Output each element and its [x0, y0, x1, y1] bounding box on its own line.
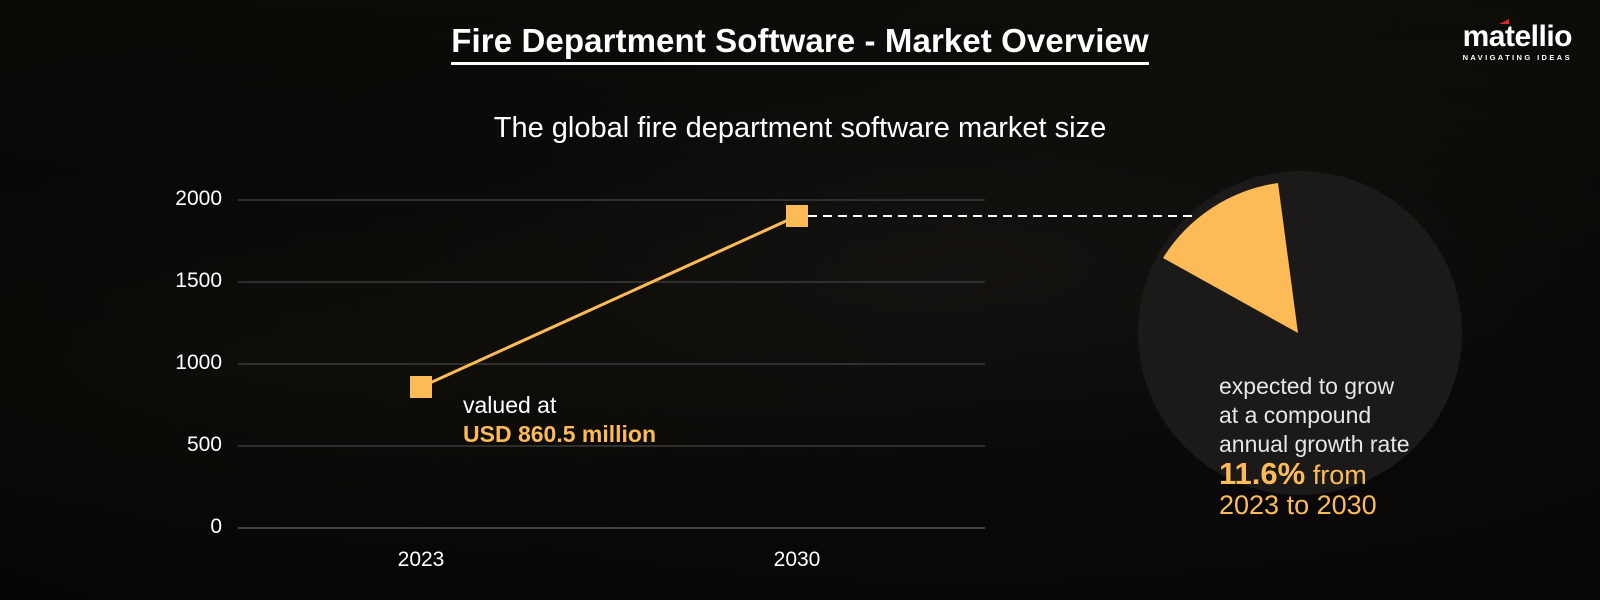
marker-2023 — [410, 376, 432, 398]
growth-line-3: annual growth rate — [1219, 431, 1410, 457]
series-line — [420, 214, 798, 389]
brand-logo: matellio NAVIGATING IDEAS — [1462, 19, 1572, 62]
growth-period: 2023 to 2030 — [1219, 490, 1377, 520]
growth-rate-line: 11.6% from — [1219, 456, 1410, 491]
growth-annotation: expected to grow at a compound annual gr… — [1219, 372, 1410, 520]
growth-line-1: expected to grow — [1219, 373, 1395, 399]
growth-line-2: at a compound — [1219, 402, 1372, 428]
xtick-2030: 2030 — [773, 548, 821, 571]
ytick-1000: 1000 — [175, 351, 222, 374]
start-value-label: valued at — [463, 392, 557, 418]
pie-wedge-cagr — [1163, 183, 1298, 333]
ytick-2000: 2000 — [175, 187, 222, 210]
page-title-text: Fire Department Software - Market Overvi… — [451, 22, 1149, 65]
start-value-amount: USD 860.5 million — [463, 421, 657, 447]
xtick-2023: 2023 — [397, 548, 445, 571]
ytick-0: 0 — [210, 515, 222, 538]
marker-2030 — [786, 205, 808, 227]
logo-tagline: NAVIGATING IDEAS — [1462, 53, 1572, 62]
logo-wordmark: matellio — [1462, 19, 1572, 53]
ytick-500: 500 — [186, 433, 222, 456]
start-value-annotation: valued at USD 860.5 million — [463, 391, 656, 449]
chart-subtitle: The global fire department software mark… — [493, 112, 1107, 144]
logo-accent-icon — [1498, 19, 1509, 24]
gridlines — [238, 199, 985, 529]
growth-rate-value: 11.6% — [1219, 456, 1306, 491]
page-title: Fire Department Software - Market Overvi… — [0, 22, 1600, 65]
growth-from-text: from — [1305, 460, 1367, 490]
ytick-1500: 1500 — [175, 269, 222, 292]
